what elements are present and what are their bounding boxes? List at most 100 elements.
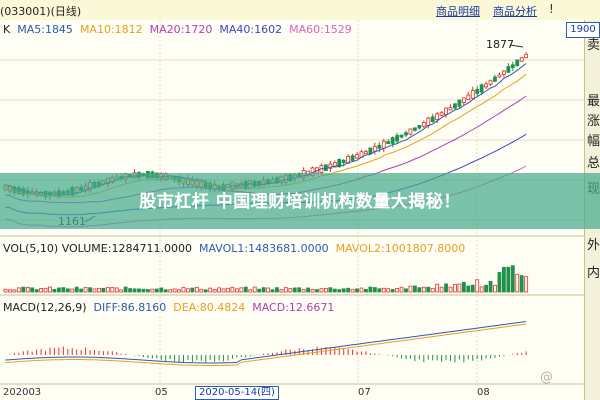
candle-body xyxy=(417,125,422,129)
candle-body xyxy=(430,116,435,123)
candle-body xyxy=(519,57,524,62)
volume-bar xyxy=(190,287,195,293)
volume-bar xyxy=(30,287,35,293)
volume-bar xyxy=(439,286,444,293)
volume-bar xyxy=(150,288,155,293)
volume-bar xyxy=(16,287,21,293)
volume-bar xyxy=(288,288,293,293)
candle-body xyxy=(453,103,457,109)
legend-diff: DIFF:86.8160 xyxy=(93,301,167,314)
stock-code-label: (033001)(日线) xyxy=(0,5,82,18)
candle-body xyxy=(484,83,489,88)
volume-bar xyxy=(12,289,17,293)
volume-bar xyxy=(194,286,199,293)
volume-bar xyxy=(97,287,101,293)
volume-bar xyxy=(252,286,257,293)
volume-bar xyxy=(163,289,168,293)
candle-body xyxy=(448,106,453,111)
volume-bar xyxy=(430,287,435,293)
candle-body xyxy=(372,146,377,152)
volume-bar xyxy=(461,281,466,293)
volume-bar xyxy=(506,266,511,293)
panel-item-total[interactable]: 总 xyxy=(586,156,600,171)
legend-ma5: MA5:1845 xyxy=(17,23,73,36)
volume-bar xyxy=(359,287,364,293)
volume-bar xyxy=(257,288,262,293)
panel-item-latest[interactable]: 最 xyxy=(586,94,600,109)
candle-body xyxy=(466,94,471,101)
watermark: @ xyxy=(540,370,553,385)
volume-bar xyxy=(186,288,190,293)
candle-body xyxy=(475,89,480,94)
panel-item-inner[interactable]: 内 xyxy=(586,266,600,281)
panel-item-sell[interactable]: 卖 xyxy=(586,38,600,53)
volume-bar xyxy=(323,287,328,293)
volume-bar xyxy=(315,289,319,293)
candle-body xyxy=(515,59,520,67)
volume-bar xyxy=(266,287,270,293)
volume-bar xyxy=(226,287,230,293)
volume-bar xyxy=(25,286,30,293)
headline-text: 股市杠杆 中国理财培训机构数量大揭秘！ xyxy=(139,192,461,212)
volume-bar xyxy=(79,288,84,293)
volume-bar xyxy=(381,287,386,293)
volume-bar xyxy=(92,288,97,293)
volume-bar xyxy=(310,288,315,293)
volume-bar xyxy=(177,289,181,293)
dea-line xyxy=(5,323,527,366)
candle-body xyxy=(395,135,400,142)
panel-item-range[interactable]: 幅 xyxy=(586,134,600,149)
legend-macd-title: MACD(12,26,9) xyxy=(3,301,87,314)
volume-bar xyxy=(119,289,124,293)
volume-bar xyxy=(261,287,266,293)
panel-item-change[interactable]: 涨 xyxy=(586,114,600,129)
legend-mavol2: MAVOL2:1001807.8000 xyxy=(335,242,466,255)
volume-bar xyxy=(145,289,150,293)
panel-item-outer[interactable]: 外 xyxy=(586,238,600,253)
price-box: 1900 xyxy=(566,22,600,38)
candle-body xyxy=(439,112,444,116)
volume-bar xyxy=(501,266,506,293)
volume-bar xyxy=(457,283,462,293)
candle-body xyxy=(399,134,404,138)
volume-bar xyxy=(283,287,288,293)
candle-body xyxy=(501,70,506,75)
volume-bar xyxy=(448,286,453,293)
volume-bar xyxy=(65,288,70,293)
volume-bar xyxy=(386,288,391,293)
legend-ma20: MA20:1720 xyxy=(149,23,213,36)
volume-bar xyxy=(444,283,448,293)
candle-body xyxy=(368,147,373,155)
volume-bar xyxy=(234,288,239,293)
high-arrow xyxy=(509,44,524,48)
volume-bar xyxy=(412,285,417,293)
window-title-bar: (033001)(日线) 商品明细 商品分析 ! xyxy=(0,0,600,21)
volume-bar xyxy=(515,273,520,293)
volume-bar xyxy=(399,286,404,293)
legend-ma40: MA40:1602 xyxy=(219,23,283,36)
x-label-08: 08 xyxy=(477,387,490,398)
volume-bar xyxy=(212,289,217,293)
volume-bar xyxy=(421,286,426,293)
volume-bar xyxy=(364,288,368,293)
diff-line xyxy=(5,321,527,364)
candle-body xyxy=(328,163,333,169)
volume-bar xyxy=(137,288,141,293)
volume-bar xyxy=(270,289,275,293)
volume-bar xyxy=(524,276,529,293)
volume-bar xyxy=(248,289,253,293)
close-button[interactable]: ! xyxy=(549,2,554,16)
candle-body xyxy=(412,127,417,131)
legend-mavol1: MAVOL1:1483681.0000 xyxy=(198,242,329,255)
quote-detail-link[interactable]: 商品明细 xyxy=(436,5,480,18)
volume-bar xyxy=(3,288,8,293)
volume-bar xyxy=(466,285,471,293)
chart-analysis-link[interactable]: 商品分析 xyxy=(493,5,537,18)
candle-body xyxy=(390,137,395,144)
volume-bar xyxy=(203,289,208,293)
volume-bar xyxy=(221,288,226,293)
volume-bar xyxy=(21,286,26,293)
volume-bar xyxy=(52,288,57,293)
volume-bar xyxy=(408,285,413,293)
volume-legend: VOL(5,10) VOLUME:1284711.0000 MAVOL1:148… xyxy=(3,242,465,255)
